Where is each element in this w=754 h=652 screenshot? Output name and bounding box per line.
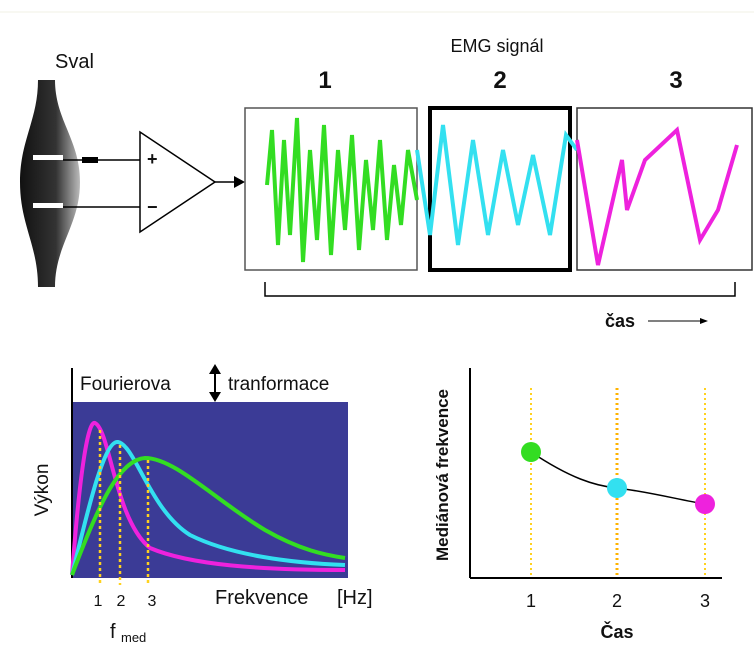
- point: [607, 478, 627, 498]
- transform-label: Fourierova: [80, 374, 171, 395]
- point: [695, 494, 715, 514]
- electrode: [33, 203, 63, 208]
- connector: [82, 157, 98, 163]
- tick-label: 2: [117, 593, 126, 610]
- muscle: [20, 80, 80, 287]
- segment-label: 3: [669, 67, 682, 94]
- tick-label: 1: [526, 591, 536, 611]
- arrow-head: [700, 318, 708, 324]
- fmed-label: f: [110, 621, 116, 643]
- spectrum-curve: [70, 440, 346, 576]
- time-label: čas: [605, 311, 635, 331]
- arrow-head: [209, 392, 221, 402]
- time-bracket: [264, 282, 736, 297]
- fmed-subscript: med: [121, 630, 146, 645]
- y-label: Mediánová frekvence: [433, 389, 452, 561]
- y-label: Výkon: [32, 464, 53, 517]
- x-label: Frekvence: [215, 587, 308, 609]
- x-label: Čas: [600, 621, 633, 642]
- tick-label: 3: [700, 591, 710, 611]
- signal-title: EMG signál: [450, 36, 543, 56]
- arrow-head: [234, 176, 245, 188]
- emg-wave: [415, 124, 579, 246]
- amplifier: [139, 130, 217, 234]
- emg-wave: [575, 126, 739, 266]
- unit-label: [Hz]: [337, 587, 373, 609]
- electrode: [33, 155, 63, 160]
- spectrum-curve: [70, 421, 346, 576]
- segment-label: 1: [318, 67, 331, 94]
- tick-label: 1: [94, 593, 103, 610]
- emg-wave: [265, 117, 419, 263]
- point: [521, 442, 541, 462]
- transform-label: tranformace: [228, 374, 329, 395]
- muscle-label: Sval: [55, 51, 94, 73]
- minus-sign: −: [147, 197, 158, 217]
- tick-label: 3: [148, 593, 157, 610]
- segment-label: 2: [493, 67, 506, 94]
- arrow-head: [209, 364, 221, 374]
- plus-sign: +: [147, 149, 158, 169]
- spectrum-curve: [70, 455, 346, 576]
- tick-label: 2: [612, 591, 622, 611]
- segment-box: [428, 106, 572, 272]
